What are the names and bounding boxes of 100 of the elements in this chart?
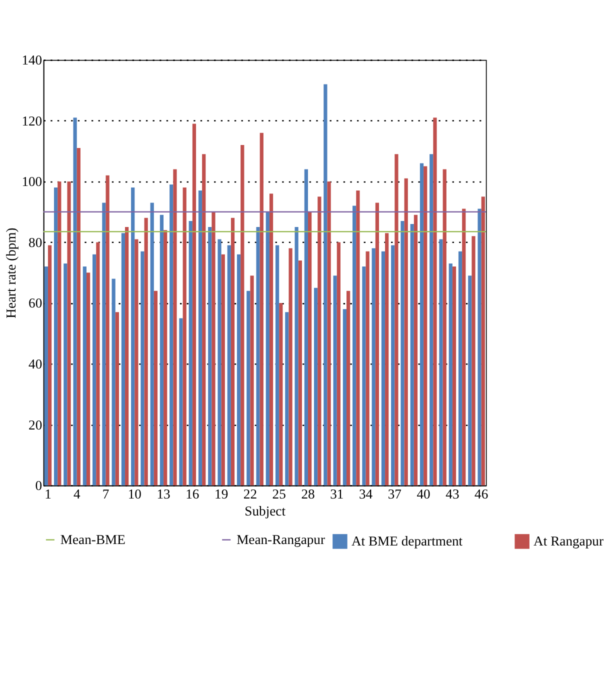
bar — [121, 233, 126, 486]
bar — [346, 290, 350, 486]
bar — [298, 260, 302, 486]
x-tick-label: 7 — [102, 486, 110, 502]
legend-label: At Rangapur — [534, 534, 604, 549]
x-tick-label: 16 — [186, 486, 200, 502]
x-tick-label: 43 — [446, 486, 460, 502]
bar — [144, 218, 148, 486]
x-tick-label: 1 — [44, 486, 52, 502]
bar — [404, 178, 408, 486]
bar — [294, 227, 298, 486]
x-tick-label: 31 — [330, 486, 344, 502]
bar — [324, 84, 328, 486]
bar — [82, 266, 86, 486]
bar — [381, 251, 386, 486]
bar — [227, 245, 231, 486]
bar — [304, 169, 308, 486]
bar — [64, 264, 68, 486]
legend-label: At BME department — [351, 534, 463, 549]
bar — [269, 194, 274, 486]
bar — [182, 188, 186, 486]
bar — [106, 175, 110, 486]
bar — [112, 278, 116, 486]
bar — [452, 266, 456, 486]
bar — [236, 254, 241, 486]
bar — [372, 248, 376, 486]
bar — [154, 290, 158, 486]
bar — [314, 288, 318, 486]
bar — [212, 212, 216, 486]
bar — [394, 154, 398, 486]
bar — [240, 144, 244, 486]
bar — [391, 245, 395, 486]
x-tick-label: 37 — [388, 486, 402, 502]
x-tick-label: 40 — [416, 486, 431, 502]
bar — [92, 254, 96, 486]
bar — [125, 227, 129, 486]
bar — [179, 318, 183, 486]
bar — [308, 212, 312, 486]
x-tick-label: 10 — [128, 486, 142, 502]
bar — [462, 208, 466, 486]
bar — [44, 266, 48, 486]
y-tick-label: 20 — [28, 417, 42, 432]
bar — [468, 276, 472, 486]
bar — [140, 251, 144, 486]
bar — [188, 220, 192, 486]
bar — [279, 303, 283, 486]
y-tick-label: 0 — [35, 478, 42, 494]
x-tick-label: 22 — [243, 486, 258, 502]
bar — [164, 230, 168, 486]
x-tick-label: 25 — [272, 486, 286, 502]
legend-label: Mean-Rangapur — [236, 532, 326, 548]
bar — [400, 220, 404, 486]
y-tick-label: 80 — [28, 234, 42, 250]
bar — [218, 239, 222, 486]
bar — [260, 132, 264, 486]
bar — [385, 233, 389, 486]
bar — [230, 218, 235, 486]
bar — [288, 248, 292, 486]
bar — [342, 309, 347, 486]
bar — [250, 276, 254, 486]
y-tick-label: 120 — [22, 113, 42, 128]
y-tick-label: 40 — [28, 356, 42, 372]
bar — [333, 276, 337, 486]
bar — [73, 118, 77, 486]
bar — [58, 181, 62, 486]
bar — [442, 169, 446, 486]
bar — [54, 188, 58, 486]
bar — [439, 239, 443, 486]
bar — [202, 154, 206, 486]
y-tick-label: 60 — [28, 296, 42, 311]
x-tick-label: 28 — [301, 486, 315, 502]
bar — [115, 312, 119, 486]
bar — [375, 202, 380, 486]
bar — [96, 242, 100, 486]
bar — [424, 166, 428, 486]
bar — [256, 227, 260, 486]
bar — [192, 124, 196, 486]
bar — [352, 206, 356, 486]
bar — [86, 272, 90, 486]
bar — [48, 245, 52, 486]
bar — [433, 118, 437, 486]
bar — [134, 239, 138, 486]
x-tick-label: 4 — [73, 486, 80, 502]
bar — [472, 236, 476, 486]
bar — [102, 202, 106, 486]
bar — [170, 184, 174, 486]
bar — [327, 181, 331, 486]
bar — [150, 202, 154, 486]
x-tick-label: 46 — [474, 486, 488, 502]
y-tick-label: 100 — [22, 174, 42, 190]
bar — [430, 154, 434, 486]
bar — [356, 190, 360, 486]
bar — [478, 208, 482, 486]
bar — [246, 290, 250, 486]
bar — [198, 190, 202, 486]
bar — [420, 163, 424, 486]
bar — [266, 212, 270, 486]
bar — [285, 312, 289, 486]
x-tick-label: 19 — [214, 486, 228, 502]
bar — [131, 188, 135, 486]
